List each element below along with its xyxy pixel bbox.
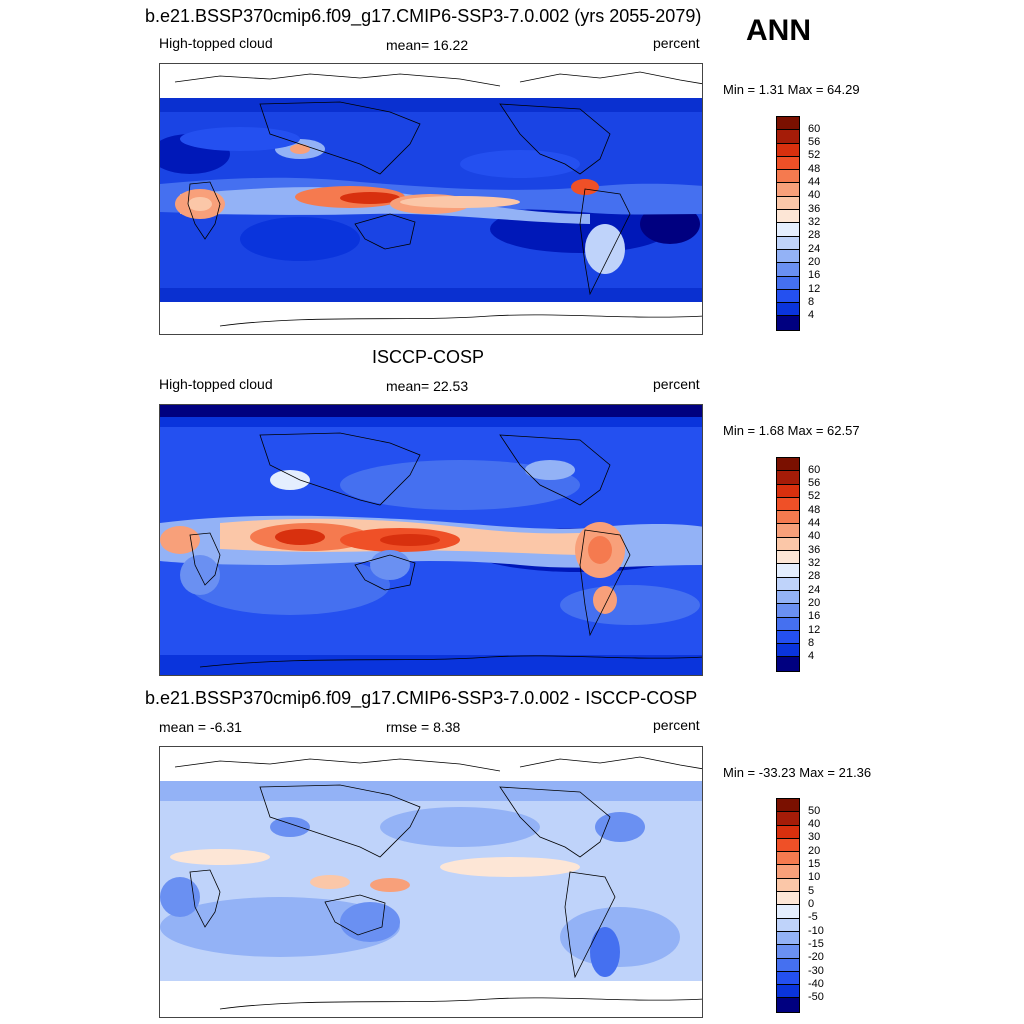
- panel2-map: [159, 404, 703, 676]
- colorbar-tick-label: 48: [808, 163, 821, 175]
- panel3-units-label: percent: [653, 717, 700, 733]
- colorbar-tick-label: 56: [808, 477, 821, 489]
- panel1-colorbar: [776, 116, 800, 331]
- colorbar-tick-label: 44: [808, 517, 821, 529]
- panel2-colorbar: [776, 457, 800, 672]
- colorbar-tick-label: 40: [808, 189, 821, 201]
- colorbar-tick-label: 30: [808, 831, 821, 843]
- colorbar-tick-label: 60: [808, 464, 821, 476]
- colorbar-tick-label: 4: [808, 309, 815, 321]
- colorbar-tick-label: -5: [808, 911, 818, 923]
- colorbar-tick-label: 32: [808, 216, 821, 228]
- colorbar-tick-label: 28: [808, 570, 821, 582]
- panel2-units-label: percent: [653, 376, 700, 392]
- colorbar-tick-label: 20: [808, 845, 821, 857]
- panel2-title: ISCCP-COSP: [372, 347, 485, 367]
- panel1-minmax: Min = 1.31 Max = 64.29: [723, 82, 860, 97]
- panel1-map-field: [160, 71, 702, 327]
- panel3-map-field: [160, 756, 702, 1010]
- colorbar-tick-label: 56: [808, 136, 821, 148]
- panel1-mean-label: mean= 16.22: [386, 37, 469, 53]
- colorbar-tick-label: 36: [808, 544, 821, 556]
- colorbar-tick-label: -10: [808, 925, 824, 937]
- panel1-units-label: percent: [653, 35, 700, 51]
- colorbar-tick-label: 24: [808, 584, 821, 596]
- colorbar-tick-label: 28: [808, 229, 821, 241]
- colorbar-tick-label: 52: [808, 490, 821, 502]
- panel2-map-field: [160, 405, 702, 675]
- colorbar-tick-label: 44: [808, 176, 821, 188]
- colorbar-tick-label: 16: [808, 269, 821, 281]
- colorbar-tick-label: 15: [808, 858, 821, 870]
- panel3-title: b.e21.BSSP370cmip6.f09_g17.CMIP6-SSP3-7.…: [145, 688, 698, 708]
- colorbar-tick-label: 48: [808, 504, 821, 516]
- panel3-minmax: Min = -33.23 Max = 21.36: [723, 765, 872, 780]
- panel3-colorbar: [776, 798, 800, 1013]
- colorbar-tick-label: -40: [808, 978, 824, 990]
- colorbar-tick-label: 20: [808, 597, 821, 609]
- colorbar-tick-label: 10: [808, 871, 821, 883]
- panel1-map: [159, 63, 703, 335]
- panel3-map: [159, 746, 703, 1018]
- colorbar-tick-label: 4: [808, 650, 815, 662]
- colorbar-tick-label: -30: [808, 965, 824, 977]
- colorbar-tick-label: 50: [808, 805, 821, 817]
- panel1-variable-label: High-topped cloud: [159, 35, 273, 51]
- panel2-variable-label: High-topped cloud: [159, 376, 273, 392]
- colorbar-tick-label: 40: [808, 530, 821, 542]
- colorbar-tick-label: 32: [808, 557, 821, 569]
- colorbar-tick-label: -15: [808, 938, 824, 950]
- colorbar-tick-label: 60: [808, 123, 821, 135]
- season-label: ANN: [746, 14, 811, 47]
- colorbar-tick-label: 16: [808, 610, 821, 622]
- colorbar-tick-label: 52: [808, 149, 821, 161]
- colorbar-tick-label: 12: [808, 283, 821, 295]
- colorbar-tick-label: -50: [808, 991, 824, 1003]
- colorbar-tick-label: 24: [808, 243, 821, 255]
- panel1-title: b.e21.BSSP370cmip6.f09_g17.CMIP6-SSP3-7.…: [145, 6, 702, 26]
- colorbar-tick-label: 36: [808, 203, 821, 215]
- colorbar-tick-label: 8: [808, 296, 815, 308]
- colorbar-tick-label: -20: [808, 951, 824, 963]
- panel2-minmax: Min = 1.68 Max = 62.57: [723, 423, 860, 438]
- colorbar-tick-label: 20: [808, 256, 821, 268]
- colorbar-tick-label: 12: [808, 624, 821, 636]
- colorbar-tick-label: 40: [808, 818, 821, 830]
- colorbar-tick-label: 8: [808, 637, 815, 649]
- colorbar-tick-label: 5: [808, 885, 815, 897]
- colorbar-tick-label: 0: [808, 898, 815, 910]
- panel3-mean-label: mean = -6.31: [159, 719, 242, 735]
- panel3-rmse-label: rmse = 8.38: [386, 719, 461, 735]
- panel2-mean-label: mean= 22.53: [386, 378, 469, 394]
